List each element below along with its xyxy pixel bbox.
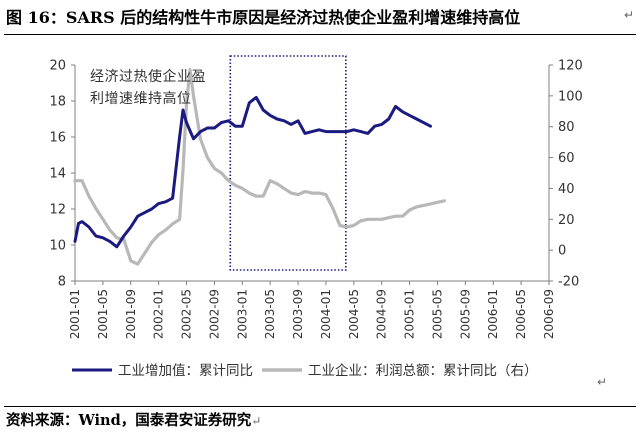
left-tick-label: 8 bbox=[58, 275, 66, 290]
highlight-box bbox=[229, 55, 347, 271]
legend-label-profit: 工业企业：利润总额：累计同比（右） bbox=[308, 362, 538, 379]
source-divider bbox=[4, 406, 636, 407]
x-tick-label: 2003-09 bbox=[291, 289, 305, 339]
source-note: 资料来源：Wind，国泰君安证券研究↵ bbox=[6, 410, 261, 432]
source-text: 资料来源：Wind，国泰君安证券研究 bbox=[6, 412, 252, 429]
left-tick-label: 16 bbox=[49, 131, 66, 146]
right-tick-label: 60 bbox=[558, 151, 575, 166]
labels-layer: 8 10 12 14 16 18 20 -20 0 20 40 60 80 100 120 2001-01 20… bbox=[49, 59, 582, 340]
industrial-value-line bbox=[73, 95, 432, 249]
x-tick-label: 2002-09 bbox=[207, 289, 221, 339]
x-tick-label: 2005-09 bbox=[458, 289, 472, 339]
title-divider bbox=[4, 34, 636, 35]
profit-line bbox=[73, 68, 446, 266]
right-tick-label: 100 bbox=[558, 89, 583, 104]
x-tick-label: 2002-01 bbox=[152, 289, 166, 339]
annotation-line: 经济过热使企业盈 bbox=[90, 68, 206, 85]
x-tick-label: 2006-05 bbox=[514, 289, 528, 339]
x-tick-label: 2005-01 bbox=[403, 289, 417, 339]
figure-title: 图 16：SARS 后的结构性牛市原因是经济过热使企业盈利增速维持高位 bbox=[6, 8, 521, 27]
x-tick-label: 2006-09 bbox=[542, 289, 556, 339]
x-tick-label: 2001-09 bbox=[124, 289, 138, 339]
x-tick-label: 2001-05 bbox=[96, 289, 110, 339]
x-tick-label: 2004-05 bbox=[347, 289, 361, 339]
right-tick-label: 0 bbox=[558, 244, 566, 259]
right-tick-label: -20 bbox=[558, 275, 579, 290]
line-chart: 8 10 12 14 16 18 20 -20 0 20 40 60 80 100 120 2001-01 20… bbox=[49, 55, 583, 379]
x-tick-label: 2002-05 bbox=[180, 289, 194, 339]
title-return-mark: ↵ bbox=[624, 8, 635, 22]
left-tick-label: 10 bbox=[49, 239, 66, 254]
right-tick-label: 120 bbox=[558, 59, 583, 74]
x-tick-label: 2003-05 bbox=[263, 289, 277, 339]
right-tick-label: 20 bbox=[558, 213, 575, 228]
source-return-mark: ↵ bbox=[251, 414, 262, 428]
annotation-line: 利增速维持高位 bbox=[90, 90, 192, 107]
chart-return-mark: ↵ bbox=[597, 375, 608, 389]
left-tick-label: 12 bbox=[49, 203, 66, 218]
legend-layer: 工业增加值：累计同比 工业企业：利润总额：累计同比（右） bbox=[72, 362, 538, 379]
highlight-layer bbox=[229, 55, 347, 271]
left-tick-label: 14 bbox=[49, 167, 66, 182]
x-tick-label: 2004-09 bbox=[375, 289, 389, 339]
x-tick-label: 2001-01 bbox=[68, 289, 82, 339]
x-tick-label: 2005-05 bbox=[430, 289, 444, 339]
series-layer bbox=[73, 68, 446, 266]
right-tick-label: 80 bbox=[558, 120, 575, 135]
x-tick-label: 2003-01 bbox=[235, 289, 249, 339]
x-tick-label: 2004-01 bbox=[319, 289, 333, 339]
left-tick-label: 18 bbox=[49, 95, 66, 110]
right-tick-label: 40 bbox=[558, 182, 575, 197]
legend-label-industrial: 工业增加值：累计同比 bbox=[118, 363, 253, 379]
left-tick-label: 20 bbox=[49, 59, 66, 74]
axes-layer bbox=[71, 64, 553, 285]
x-tick-label: 2006-01 bbox=[486, 289, 500, 339]
